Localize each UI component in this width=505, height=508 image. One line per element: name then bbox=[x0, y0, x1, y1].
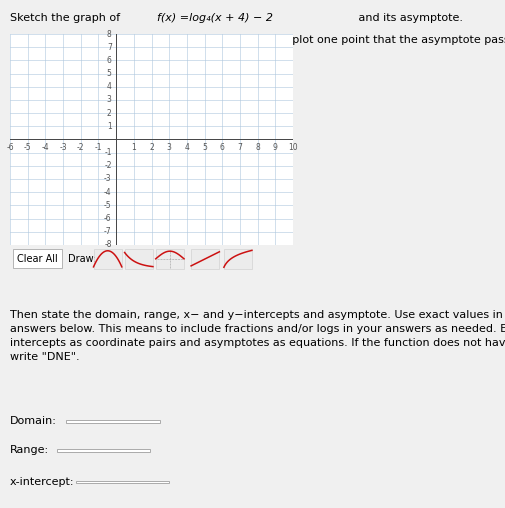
Text: 8: 8 bbox=[255, 143, 260, 152]
Text: and its asymptote.: and its asymptote. bbox=[356, 13, 464, 23]
Text: Then state the domain, range, x− and y−intercepts and asymptote. Use exact value: Then state the domain, range, x− and y−i… bbox=[10, 310, 505, 362]
Bar bbox=[224, 249, 252, 269]
Text: -7: -7 bbox=[104, 227, 112, 236]
Bar bbox=[125, 249, 153, 269]
Text: To sketch the graph, first select the function, then plot one point that the asy: To sketch the graph, first select the fu… bbox=[10, 35, 505, 58]
Text: 5: 5 bbox=[202, 143, 207, 152]
Text: -6: -6 bbox=[104, 214, 112, 223]
Text: -8: -8 bbox=[104, 240, 112, 249]
Text: 8: 8 bbox=[107, 29, 112, 39]
Text: 6: 6 bbox=[220, 143, 225, 152]
Text: -1: -1 bbox=[104, 148, 112, 157]
Text: 9: 9 bbox=[273, 143, 278, 152]
Text: -4: -4 bbox=[41, 143, 49, 152]
Text: 7: 7 bbox=[107, 43, 112, 52]
Text: Sketch the graph of: Sketch the graph of bbox=[10, 13, 124, 23]
Text: 3: 3 bbox=[167, 143, 172, 152]
Text: Range:: Range: bbox=[10, 446, 49, 455]
Text: -5: -5 bbox=[104, 201, 112, 210]
Bar bbox=[67, 420, 160, 423]
Text: Draw:: Draw: bbox=[68, 254, 96, 264]
Text: -3: -3 bbox=[104, 174, 112, 183]
Text: 1: 1 bbox=[107, 122, 112, 131]
Text: -4: -4 bbox=[104, 187, 112, 197]
Text: -1: -1 bbox=[95, 143, 102, 152]
Text: 1: 1 bbox=[131, 143, 136, 152]
Text: 10: 10 bbox=[288, 143, 298, 152]
Text: -5: -5 bbox=[24, 143, 32, 152]
Bar bbox=[76, 481, 169, 484]
Text: Domain:: Domain: bbox=[10, 417, 57, 426]
Text: 4: 4 bbox=[184, 143, 189, 152]
Text: -2: -2 bbox=[77, 143, 84, 152]
Text: -6: -6 bbox=[6, 143, 14, 152]
Text: 7: 7 bbox=[237, 143, 242, 152]
Text: 4: 4 bbox=[107, 82, 112, 91]
Bar bbox=[191, 249, 219, 269]
Text: -2: -2 bbox=[104, 162, 112, 170]
Text: 3: 3 bbox=[107, 96, 112, 105]
Bar bbox=[156, 249, 184, 269]
Bar bbox=[57, 449, 149, 452]
Text: 2: 2 bbox=[149, 143, 154, 152]
Bar bbox=[13, 249, 63, 268]
Text: -3: -3 bbox=[59, 143, 67, 152]
Text: 5: 5 bbox=[107, 69, 112, 78]
Text: 2: 2 bbox=[107, 109, 112, 117]
Text: x-intercept:: x-intercept: bbox=[10, 477, 75, 487]
Bar bbox=[93, 249, 122, 269]
Text: f(x) =log₄(x + 4) − 2: f(x) =log₄(x + 4) − 2 bbox=[157, 13, 273, 23]
Text: 6: 6 bbox=[107, 56, 112, 65]
Text: Clear All: Clear All bbox=[17, 254, 58, 264]
